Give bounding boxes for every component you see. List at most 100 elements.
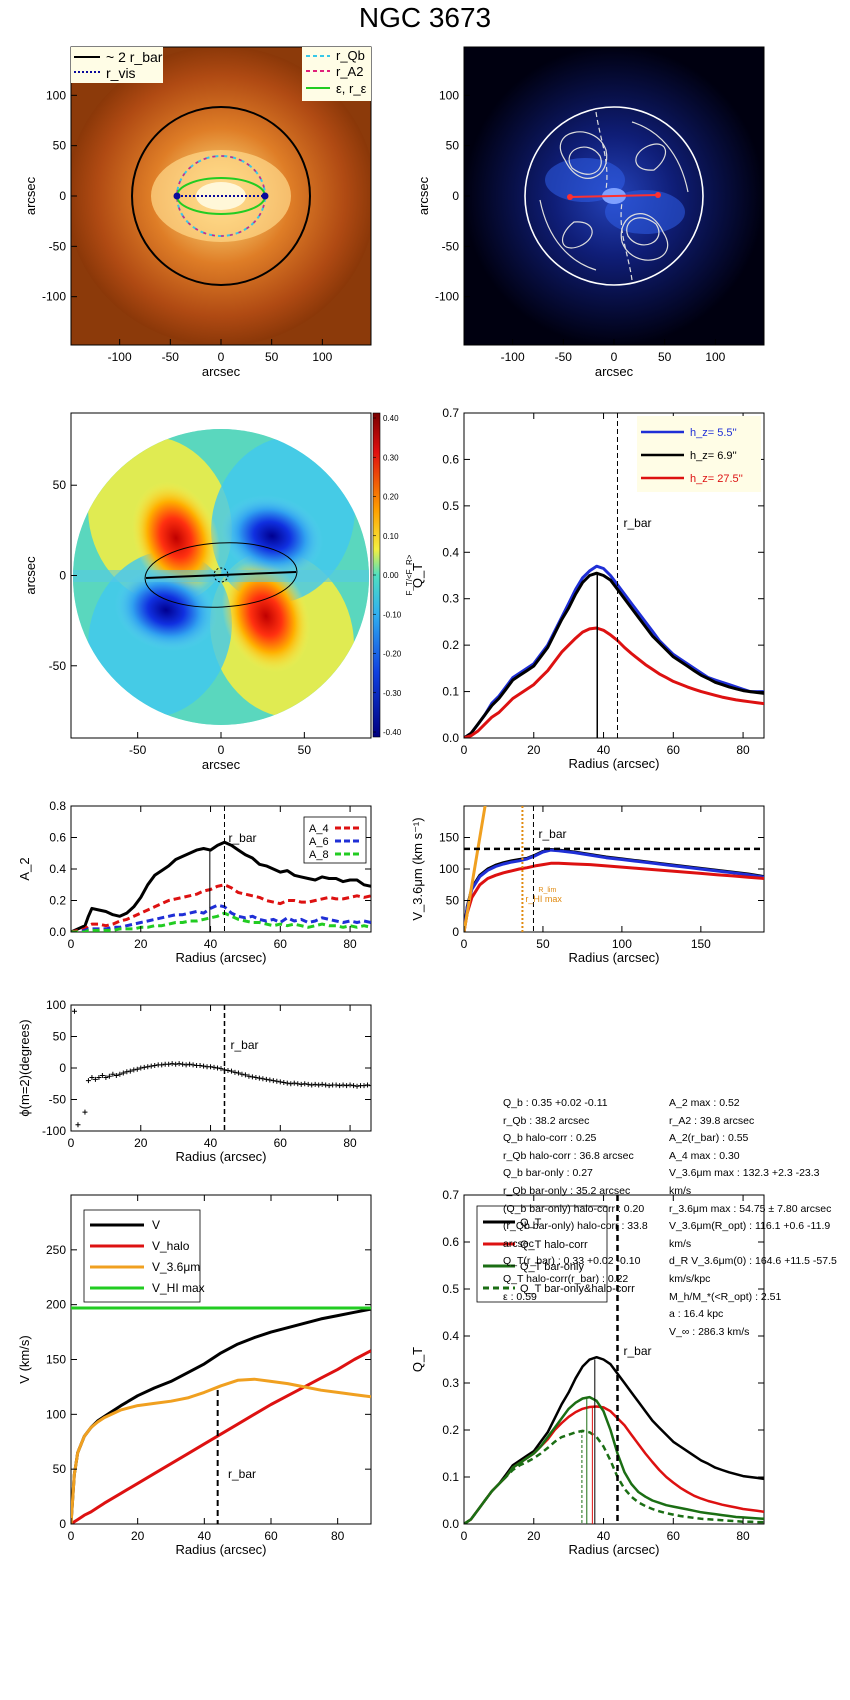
x-tick-label: 60 xyxy=(274,1136,288,1150)
y-tick-label: 100 xyxy=(46,998,66,1012)
phase-point xyxy=(71,1008,77,1014)
x-tick-label: 80 xyxy=(331,1529,345,1543)
y-tick-label: -50 xyxy=(442,239,460,253)
y-tick-label: 100 xyxy=(46,88,66,102)
x-tick-label: 40 xyxy=(204,1136,218,1150)
x-tick-label: 0 xyxy=(218,743,225,757)
series-line-q-t-halo-corr xyxy=(464,1405,764,1524)
param-row: V_3.6μm max : 132.3 +2.3 -23.3 km/s xyxy=(669,1167,820,1197)
y-tick-label: 0 xyxy=(59,1517,66,1531)
rbar-label: r_bar xyxy=(228,831,256,845)
rbar-label: r_bar xyxy=(623,516,651,530)
phase-point xyxy=(228,1068,234,1074)
series-line-v-3-6-m xyxy=(71,1377,371,1524)
y-axis-label: Q_T xyxy=(410,1347,425,1372)
series-line-h-z-6-9- xyxy=(464,571,764,738)
param-row: Q_b halo-corr : 0.25 xyxy=(503,1132,597,1145)
x-tick-label: -50 xyxy=(555,350,573,364)
y-axis-label: arcsec xyxy=(23,176,38,215)
qt-corr-chart-panel: 0 20 40 60 80 0.0 0.1 0.2 0.3 0.4 0.5 0.6 0.7 Radius … xyxy=(410,1188,765,1557)
y-tick-label: 0.0 xyxy=(442,1517,459,1531)
legend-entry: A_6 xyxy=(309,836,329,848)
x-tick-label: 50 xyxy=(658,350,672,364)
param-row: (r_Qb bar-only) halo-corr : 33.8 arcsec xyxy=(503,1220,648,1250)
plot-area xyxy=(71,1008,371,1128)
y-tick-label: -50 xyxy=(49,239,67,253)
parameter-column-left: Q_b : 0.35 +0.02 -0.11 r_Qb : 38.2 arcsec… xyxy=(503,1095,673,1306)
legend-r-qb: r_Qb xyxy=(336,48,365,63)
phase-point xyxy=(103,1074,109,1080)
plot-area xyxy=(464,1355,764,1524)
x-tick-label: 20 xyxy=(134,937,148,951)
y-axis-label: A_2 xyxy=(17,857,32,880)
x-tick-label: -50 xyxy=(162,350,180,364)
a2-chart-panel: 0 20 40 60 80 0.0 0.2 0.4 0.6 0.8 Radius (arcsec) A… xyxy=(17,799,372,965)
param-row: r_Qb bar-only : 35.2 arcsec xyxy=(503,1184,631,1197)
phase-point xyxy=(232,1069,238,1075)
x-axis-label: Radius (arcsec) xyxy=(175,1542,266,1557)
phase-point xyxy=(316,1082,322,1088)
phase-point xyxy=(215,1065,221,1071)
x-tick-label: 0 xyxy=(461,937,468,951)
plot-frame xyxy=(463,412,765,739)
y-tick-label: 0.7 xyxy=(442,406,459,420)
colorbar-tick-label: 0.00 xyxy=(383,571,399,580)
series-line-v-3-6-m-hz- xyxy=(464,861,764,932)
phase-point xyxy=(141,1064,147,1070)
phase-point xyxy=(319,1081,325,1087)
y-tick-label: -100 xyxy=(42,290,66,304)
phase-point xyxy=(113,1073,119,1079)
param-row: r_Qb : 38.2 arcsec xyxy=(503,1114,590,1127)
legend-entry: Q_T halo-corr xyxy=(520,1239,588,1251)
phase-point xyxy=(96,1074,102,1080)
phase-point xyxy=(354,1083,360,1089)
phase-point xyxy=(267,1077,273,1083)
phase-point xyxy=(323,1082,329,1088)
x-tick-label: 60 xyxy=(667,1529,681,1543)
phase-point xyxy=(134,1066,140,1072)
plot-area xyxy=(71,1306,371,1524)
param-row: A_4 max : 0.30 xyxy=(669,1149,740,1162)
y-axis-label: ϕ(m=2)(degrees) xyxy=(17,1019,32,1116)
y-tick-label: 0.4 xyxy=(49,862,66,876)
phase-point xyxy=(159,1062,165,1068)
colorbar-label: F_T/<F_R> xyxy=(405,554,414,595)
y-tick-label: 100 xyxy=(439,88,459,102)
phase-point xyxy=(337,1083,343,1089)
x-tick-label: 0 xyxy=(611,350,618,364)
x-axis-label: Radius (arcsec) xyxy=(568,756,659,771)
y-tick-label: -100 xyxy=(42,1124,66,1138)
series-line-q-t-bar-only-halo-corr xyxy=(464,1429,764,1524)
x-tick-label: 80 xyxy=(736,1529,750,1543)
param-row: A_2(r_bar) : 0.55 xyxy=(669,1132,749,1145)
y-tick-label: 0.2 xyxy=(442,1423,459,1437)
x-axis-label: Radius (arcsec) xyxy=(175,1149,266,1164)
y-axis-label: Q_T xyxy=(410,563,425,588)
y-tick-label: 0 xyxy=(452,925,459,939)
x-axis-label: Radius (arcsec) xyxy=(568,950,659,965)
series-line-rigid xyxy=(464,806,487,932)
legend-entry: h_z= 27.5'' xyxy=(690,473,743,485)
x-tick-label: 0 xyxy=(68,1529,75,1543)
y-tick-label: 150 xyxy=(439,831,459,845)
series-line-q-t xyxy=(464,1355,764,1524)
y-tick-label: 100 xyxy=(439,862,459,876)
residual-image-panel: -100 -50 0 50 100 100 50 0 -50 -100 arcsec arcsec xyxy=(416,46,765,379)
force-contours xyxy=(539,111,689,281)
x-tick-label: 0 xyxy=(218,350,225,364)
series-line-a-2 xyxy=(71,840,371,932)
y-tick-label: 0 xyxy=(59,189,66,203)
phase-point xyxy=(166,1061,172,1067)
x-tick-label: -100 xyxy=(501,350,525,364)
phase-point xyxy=(211,1064,217,1070)
colorbar-tick-label: -0.10 xyxy=(383,610,402,619)
x-axis-label: arcsec xyxy=(202,757,241,772)
series-line-v-3-6-m-alt- xyxy=(464,848,764,932)
x-tick-label: 100 xyxy=(312,350,332,364)
phase-point xyxy=(253,1074,259,1080)
phase-point xyxy=(201,1063,207,1069)
x-tick-label: 150 xyxy=(691,937,711,951)
y-tick-label: 50 xyxy=(53,478,67,492)
y-tick-label: 0.4 xyxy=(442,1329,459,1343)
phase-point xyxy=(333,1082,339,1088)
